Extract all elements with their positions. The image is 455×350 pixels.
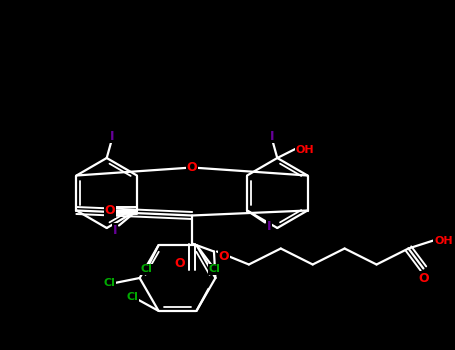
Text: I: I xyxy=(270,130,274,142)
Text: OH: OH xyxy=(296,145,314,155)
Text: OH: OH xyxy=(434,236,453,245)
Text: O: O xyxy=(187,161,197,174)
Text: Cl: Cl xyxy=(141,264,152,274)
Text: Cl: Cl xyxy=(127,292,139,302)
Text: Cl: Cl xyxy=(104,278,116,288)
Text: O: O xyxy=(218,250,229,263)
Text: O: O xyxy=(175,257,185,270)
Text: I: I xyxy=(110,130,114,142)
Text: O: O xyxy=(105,204,115,217)
Text: I: I xyxy=(113,224,117,237)
Text: I: I xyxy=(267,220,271,233)
Text: Cl: Cl xyxy=(208,264,220,274)
Text: O: O xyxy=(418,272,429,285)
